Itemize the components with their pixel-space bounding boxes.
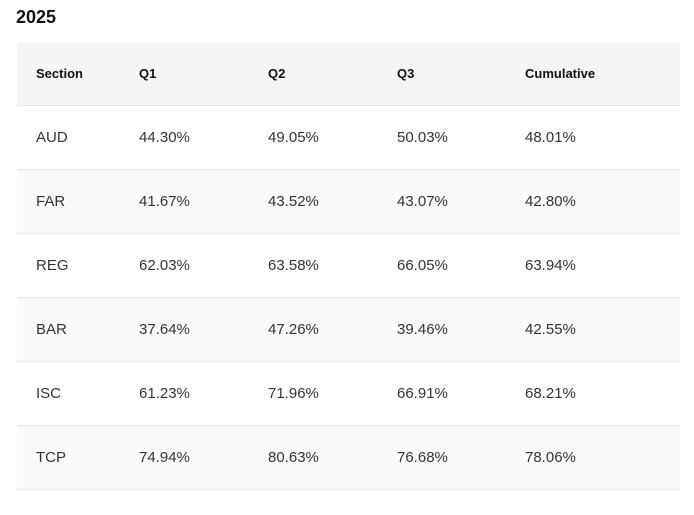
cell-q3: 66.05% <box>397 256 448 274</box>
cell-q1: 37.64% <box>139 320 190 338</box>
cell-q2: 71.96% <box>268 384 319 402</box>
cell-q1: 74.94% <box>139 448 190 466</box>
cell-cumulative: 48.01% <box>525 128 576 146</box>
column-header-cumulative: Cumulative <box>525 66 596 82</box>
cell-q3: 76.68% <box>397 448 448 466</box>
cell-section: AUD <box>36 128 68 146</box>
cell-q2: 43.52% <box>268 192 319 210</box>
cell-q2: 47.26% <box>268 320 319 338</box>
table-body: AUD 44.30% 49.05% 50.03% 48.01% FAR 41.6… <box>17 105 680 489</box>
page-title: 2025 <box>16 7 57 27</box>
pass-rate-table-container: Section Q1 Q2 Q3 Cumulative AUD 44.30% 4… <box>17 43 680 490</box>
cell-q1: 41.67% <box>139 192 190 210</box>
cell-q3: 39.46% <box>397 320 448 338</box>
table-header-row: Section Q1 Q2 Q3 Cumulative <box>17 43 680 105</box>
cell-section: BAR <box>36 320 67 338</box>
table-row: ISC 61.23% 71.96% 66.91% 68.21% <box>17 361 680 425</box>
cell-section: TCP <box>36 448 66 466</box>
cell-cumulative: 68.21% <box>525 384 576 402</box>
cell-section: FAR <box>36 192 66 210</box>
cell-q2: 63.58% <box>268 256 319 274</box>
pass-rate-table: Section Q1 Q2 Q3 Cumulative AUD 44.30% 4… <box>17 43 680 490</box>
table-row: FAR 41.67% 43.52% 43.07% 42.80% <box>17 169 680 233</box>
cell-cumulative: 63.94% <box>525 256 576 274</box>
cell-cumulative: 42.80% <box>525 192 576 210</box>
table-row: TCP 74.94% 80.63% 76.68% 78.06% <box>17 425 680 489</box>
cell-q2: 80.63% <box>268 448 319 466</box>
column-header-q3: Q3 <box>397 66 415 82</box>
cell-q3: 43.07% <box>397 192 448 210</box>
cell-q1: 62.03% <box>139 256 190 274</box>
column-header-q1: Q1 <box>139 66 157 82</box>
column-header-section: Section <box>36 66 83 82</box>
table-header: Section Q1 Q2 Q3 Cumulative <box>17 43 680 105</box>
cell-q1: 44.30% <box>139 128 190 146</box>
column-header-q2: Q2 <box>268 66 286 82</box>
cell-cumulative: 78.06% <box>525 448 576 466</box>
table-row: AUD 44.30% 49.05% 50.03% 48.01% <box>17 105 680 169</box>
cell-q3: 66.91% <box>397 384 448 402</box>
cell-q1: 61.23% <box>139 384 190 402</box>
cell-section: ISC <box>36 384 62 402</box>
cell-q2: 49.05% <box>268 128 319 146</box>
table-row: BAR 37.64% 47.26% 39.46% 42.55% <box>17 297 680 361</box>
cell-section: REG <box>36 256 69 274</box>
cell-q3: 50.03% <box>397 128 448 146</box>
cell-cumulative: 42.55% <box>525 320 576 338</box>
table-row: REG 62.03% 63.58% 66.05% 63.94% <box>17 233 680 297</box>
